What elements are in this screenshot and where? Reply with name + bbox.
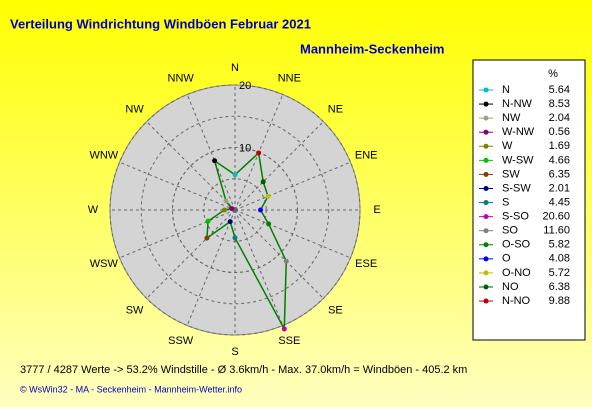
legend-value: 11.60 bbox=[543, 225, 570, 237]
direction-label: ESE bbox=[355, 258, 377, 270]
point bbox=[266, 221, 272, 227]
tick-ring bbox=[172, 147, 298, 273]
direction-label: WNW bbox=[89, 150, 118, 162]
legend-marker bbox=[483, 256, 489, 262]
direction-label: N bbox=[231, 62, 239, 74]
legend-marker bbox=[483, 228, 489, 234]
point bbox=[258, 207, 263, 213]
direction-label: ENE bbox=[355, 150, 378, 162]
legend-label: SW bbox=[502, 168, 520, 180]
direction-label: NNE bbox=[278, 73, 301, 85]
legend-value: 4.08 bbox=[549, 253, 570, 265]
legend-label: W-SW bbox=[502, 154, 534, 166]
chart-subtitle: Mannheim-Seckenheim bbox=[300, 41, 445, 56]
direction-label: WSW bbox=[90, 258, 119, 270]
legend-marker bbox=[483, 87, 489, 93]
grid-ring bbox=[140, 115, 330, 305]
legend-marker bbox=[483, 284, 489, 290]
direction-label: NNW bbox=[168, 73, 195, 85]
point bbox=[265, 193, 271, 199]
legend-value: 5.72 bbox=[549, 267, 570, 279]
legend-label: O-SO bbox=[502, 239, 531, 251]
legend-label: N bbox=[502, 84, 510, 96]
legend-value: 6.35 bbox=[549, 168, 570, 180]
spoke bbox=[146, 121, 236, 211]
legend-label: SO bbox=[502, 225, 518, 237]
legend-marker bbox=[483, 242, 489, 248]
direction-label: SSW bbox=[168, 335, 194, 347]
point bbox=[256, 150, 262, 156]
direction-label: SE bbox=[328, 304, 343, 316]
direction-label: S bbox=[231, 346, 238, 358]
point bbox=[205, 218, 211, 224]
legend-label: NO bbox=[502, 281, 519, 293]
legend-marker bbox=[483, 298, 489, 304]
direction-label: SSE bbox=[278, 335, 300, 347]
spoke bbox=[119, 209, 236, 259]
direction-label: SW bbox=[126, 304, 144, 316]
credit: © WsWin32 - MA - Seckenheim - Mannheim-W… bbox=[20, 384, 242, 394]
legend-label: N-NW bbox=[502, 98, 533, 110]
point bbox=[204, 235, 210, 241]
tick-ring bbox=[109, 84, 361, 336]
point bbox=[232, 172, 238, 178]
legend-value: 4.66 bbox=[549, 154, 570, 166]
chart-title: Verteilung Windrichtung Windböen Februar… bbox=[10, 16, 311, 31]
legend-header: % bbox=[548, 68, 558, 80]
direction-label: NE bbox=[328, 103, 343, 115]
point bbox=[221, 207, 227, 213]
legend-marker bbox=[483, 171, 489, 177]
point bbox=[223, 198, 229, 204]
point bbox=[281, 326, 287, 332]
direction-label: W bbox=[88, 204, 99, 216]
legend-value: 2.04 bbox=[549, 112, 570, 124]
legend-marker bbox=[483, 185, 489, 191]
legend-marker bbox=[483, 157, 489, 163]
legend-label: W-NW bbox=[502, 126, 535, 138]
point bbox=[229, 206, 235, 212]
legend-value: 5.82 bbox=[549, 239, 570, 251]
r-tick-label: 10 bbox=[239, 142, 251, 154]
footer: 3777 / 4287 Werte -> 53.2% Windstille - … bbox=[20, 364, 467, 376]
legend-value: 1.69 bbox=[549, 140, 570, 152]
legend-value: 5.64 bbox=[549, 84, 570, 96]
legend-label: NW bbox=[502, 112, 521, 124]
spoke bbox=[146, 209, 236, 299]
point bbox=[227, 219, 233, 225]
legend-label: W bbox=[502, 140, 513, 152]
spoke bbox=[119, 161, 236, 211]
direction-label: E bbox=[373, 204, 380, 216]
legend-label: O bbox=[502, 253, 511, 265]
legend-value: 4.45 bbox=[549, 196, 570, 208]
legend-marker bbox=[483, 115, 489, 121]
legend-label: S-SO bbox=[502, 211, 529, 223]
legend-value: 9.88 bbox=[549, 295, 570, 307]
spoke bbox=[186, 94, 236, 211]
legend-value: 20.60 bbox=[542, 211, 570, 223]
point bbox=[212, 158, 218, 164]
legend-box bbox=[472, 59, 586, 341]
legend-label: O-NO bbox=[502, 267, 531, 279]
legend-value: 8.53 bbox=[549, 98, 570, 110]
legend-value: 6.38 bbox=[549, 281, 570, 293]
direction-label: NW bbox=[125, 103, 144, 115]
legend-marker bbox=[483, 200, 489, 206]
legend-marker bbox=[483, 143, 489, 149]
legend-marker bbox=[483, 214, 489, 220]
legend-marker bbox=[483, 129, 489, 135]
point bbox=[232, 235, 238, 241]
legend-label: S-SW bbox=[502, 182, 531, 194]
r-tick-label: 20 bbox=[239, 80, 251, 92]
legend-marker bbox=[483, 270, 489, 276]
point bbox=[283, 258, 289, 264]
legend-value: 0.56 bbox=[549, 126, 570, 138]
legend-label: N-NO bbox=[502, 295, 531, 307]
legend-label: S bbox=[502, 196, 509, 208]
legend-value: 2.01 bbox=[549, 182, 570, 194]
point bbox=[260, 179, 266, 185]
legend-marker bbox=[483, 101, 489, 107]
